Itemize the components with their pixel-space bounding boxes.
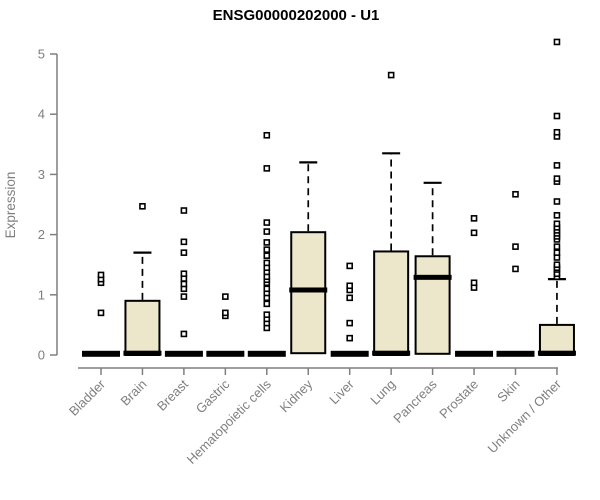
- outlier-point: [346, 319, 354, 327]
- y-tick-label-2: 2: [38, 227, 45, 242]
- outlier-point: [180, 293, 188, 300]
- iqr-box: [290, 231, 327, 355]
- outlier-point: [553, 112, 561, 120]
- y-tick-label-1: 1: [38, 287, 45, 302]
- outlier-point: [470, 279, 478, 287]
- outlier-point: [180, 270, 188, 278]
- box-group-lung: [372, 71, 411, 356]
- x-tick-label-gastric: Gastric: [193, 376, 233, 416]
- outlier-point: [222, 309, 229, 317]
- outlier-point: [553, 261, 561, 269]
- median-line: [455, 350, 494, 357]
- outlier-point: [553, 243, 561, 250]
- outlier-point: [180, 280, 188, 288]
- median-line: [289, 287, 328, 293]
- outlier-point: [263, 219, 271, 226]
- x-tick-label-breast: Breast: [154, 376, 191, 413]
- median-line: [82, 350, 120, 357]
- outlier-point: [553, 38, 561, 46]
- outlier-point: [263, 259, 271, 267]
- box-group-unknown-other: [537, 38, 576, 356]
- y-axis-label: Expression: [3, 172, 18, 239]
- outlier-point: [180, 238, 188, 246]
- y-tick-label-5: 5: [38, 47, 45, 62]
- box-group-gastric: [206, 293, 245, 357]
- outlier-point: [553, 212, 561, 219]
- box-group-brain: [123, 203, 162, 357]
- outlier-point: [263, 246, 271, 253]
- outlier-point: [263, 239, 271, 246]
- x-tick-label-bladder: Bladder: [66, 376, 109, 419]
- outlier-point: [263, 285, 271, 293]
- outlier-point: [180, 207, 188, 214]
- iqr-box: [373, 250, 410, 356]
- outlier-point: [139, 203, 146, 210]
- box-group-hematopoietic-cells: [247, 131, 286, 357]
- x-tick-label-lung: Lung: [367, 377, 398, 408]
- outlier-point: [346, 294, 354, 302]
- x-tick-label-prostate: Prostate: [436, 377, 481, 422]
- y-tick-label-4: 4: [38, 107, 45, 122]
- median-line: [496, 350, 535, 357]
- outlier-point: [553, 198, 561, 205]
- outlier-point: [512, 243, 519, 250]
- outlier-point: [346, 282, 354, 290]
- iqr-box: [538, 323, 575, 356]
- median-line: [413, 274, 452, 280]
- outlier-point: [180, 330, 188, 338]
- y-tick-label-0: 0: [38, 348, 45, 363]
- outlier-point: [97, 309, 105, 317]
- outlier-point: [263, 228, 271, 235]
- x-tick-label-liver: Liver: [326, 376, 357, 407]
- median-line: [537, 350, 576, 356]
- outlier-point: [553, 220, 561, 228]
- outlier-point: [263, 252, 271, 259]
- outlier-point: [263, 165, 271, 172]
- outlier-point: [263, 300, 271, 308]
- outlier-point: [553, 249, 561, 256]
- outlier-point: [263, 311, 271, 318]
- outlier-point: [512, 265, 519, 273]
- chart-title: ENSG00000202000 - U1: [213, 7, 380, 24]
- y-axis: 0 1 2 3 4 5: [38, 47, 58, 363]
- outlier-point: [553, 128, 561, 136]
- iqr-box: [124, 299, 161, 357]
- median-line: [330, 350, 369, 357]
- x-tick-label-kidney: Kidney: [277, 376, 316, 415]
- outlier-point: [263, 131, 271, 139]
- median-line: [164, 350, 203, 357]
- box-group-breast: [164, 207, 203, 357]
- outlier-point: [470, 215, 478, 222]
- outlier-point: [222, 293, 229, 300]
- outlier-point: [346, 334, 354, 342]
- outlier-point: [387, 71, 395, 79]
- median-line: [206, 350, 245, 357]
- median-line: [247, 350, 286, 357]
- outlier-point: [346, 262, 354, 270]
- box-series: [82, 38, 576, 357]
- x-tick-label-skin: Skin: [494, 377, 522, 405]
- outlier-point: [180, 249, 188, 256]
- median-line: [372, 350, 411, 356]
- box-group-kidney: [289, 161, 328, 355]
- median-line: [123, 350, 162, 356]
- box-group-bladder: [82, 271, 120, 357]
- box-group-pancreas: [413, 181, 452, 355]
- x-tick-label-unknown-other: Unknown / Other: [484, 376, 564, 456]
- box-group-prostate: [455, 215, 494, 357]
- outlier-point: [97, 271, 105, 279]
- y-tick-label-3: 3: [38, 167, 45, 182]
- outlier-point: [553, 175, 561, 182]
- outlier-point: [553, 162, 561, 169]
- iqr-box: [414, 255, 451, 355]
- box-group-liver: [330, 262, 369, 357]
- x-tick-label-brain: Brain: [117, 377, 149, 409]
- box-group-skin: [496, 190, 535, 357]
- outlier-point: [470, 229, 478, 237]
- outlier-point: [512, 190, 519, 198]
- x-tick-label-pancreas: Pancreas: [390, 376, 440, 426]
